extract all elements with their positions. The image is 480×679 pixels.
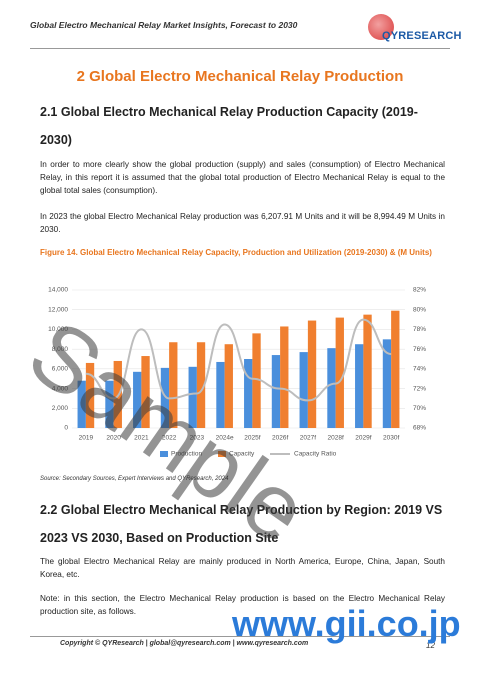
y2-tick-label: 74% <box>413 366 426 373</box>
header-title: Global Electro Mechanical Relay Market I… <box>30 20 298 30</box>
x-tick-label: 2025f <box>244 435 260 442</box>
legend-label: Capacity <box>229 451 255 458</box>
footer-rule <box>30 636 450 637</box>
x-tick-label: 2020 <box>106 435 121 442</box>
bar <box>363 314 372 428</box>
bar <box>355 344 364 428</box>
x-tick-label: 2023 <box>190 435 205 442</box>
y-tick-label: 14,000 <box>48 287 68 294</box>
paragraph: In order to more clearly show the global… <box>40 160 445 195</box>
bar <box>307 320 317 428</box>
paragraph: The global Electro Mechanical Relay are … <box>40 557 445 579</box>
y-tick-label: 6,000 <box>52 366 69 373</box>
header-rule <box>30 48 450 49</box>
chapter-title: 2 Global Electro Mechanical Relay Produc… <box>76 68 404 85</box>
y2-tick-label: 82% <box>413 287 426 294</box>
chart: 0 2,000 4,000 6,000 8,000 10,000 12,000 14,000 6… <box>48 287 426 458</box>
bar <box>224 344 233 428</box>
bar <box>77 380 86 428</box>
bar <box>169 342 178 428</box>
y-tick-label: 2,000 <box>52 405 69 412</box>
paragraph: Note: in this section, the Electro Mecha… <box>40 594 445 616</box>
legend-swatch <box>218 451 226 457</box>
logo: QYRESEARCH <box>382 30 462 42</box>
section-heading: 2.1 Global Electro Mechanical Relay Prod… <box>40 105 418 147</box>
bar <box>327 348 336 428</box>
bar <box>382 339 392 428</box>
paragraph: In 2023 the global Electro Mechanical Re… <box>40 212 445 234</box>
bar <box>280 326 289 428</box>
bar <box>188 366 197 428</box>
bar <box>133 371 142 428</box>
y2-tick-label: 72% <box>413 385 426 392</box>
legend-label: Production <box>171 451 202 458</box>
y2-tick-label: 80% <box>413 306 426 313</box>
bar <box>216 361 225 428</box>
bar <box>252 333 261 428</box>
y2-tick-label: 68% <box>413 425 426 432</box>
x-tick-label: 2030f <box>383 435 399 442</box>
bar <box>85 362 95 428</box>
page-number: 12 <box>426 641 435 650</box>
legend-swatch <box>160 451 168 457</box>
footer-text: Copyright © QYResearch | global@qyresear… <box>60 640 309 647</box>
y-tick-label: 8,000 <box>52 346 69 353</box>
y2-tick-label: 78% <box>413 326 426 333</box>
x-tick-label: 2028f <box>327 435 343 442</box>
x-tick-label: 2022 <box>162 435 177 442</box>
watermark: www.gii.co.jp <box>232 603 461 644</box>
y-tick-label: 4,000 <box>52 385 69 392</box>
y-tick-label: 0 <box>64 425 68 432</box>
y-tick-label: 10,000 <box>48 326 68 333</box>
bar <box>196 342 206 428</box>
x-tick-label: 2029f <box>355 435 371 442</box>
x-tick-label: 2027f <box>300 435 316 442</box>
x-tick-label: 2024e <box>216 435 234 442</box>
line-series <box>85 318 392 402</box>
y2-tick-label: 70% <box>413 405 426 412</box>
bar <box>335 317 344 428</box>
x-tick-label: 2019 <box>79 435 94 442</box>
bar <box>271 355 281 428</box>
bar <box>105 380 114 428</box>
bar <box>299 352 308 428</box>
x-tick-label: 2026f <box>272 435 288 442</box>
bar <box>391 310 400 428</box>
figure-caption: Figure 14. Global Electro Mechanical Rel… <box>40 248 432 257</box>
legend-label: Capacity Ratio <box>294 451 337 458</box>
y-tick-label: 12,000 <box>48 306 68 313</box>
y2-tick-label: 76% <box>413 346 426 353</box>
source-note: Source: Secondary Sources, Expert Interv… <box>40 476 229 482</box>
section-heading: 2.2 Global Electro Mechanical Relay Prod… <box>40 503 443 545</box>
bar <box>244 359 253 428</box>
logo-icon <box>368 14 394 40</box>
bar <box>141 356 150 428</box>
bar <box>160 367 170 428</box>
x-tick-label: 2021 <box>134 435 149 442</box>
